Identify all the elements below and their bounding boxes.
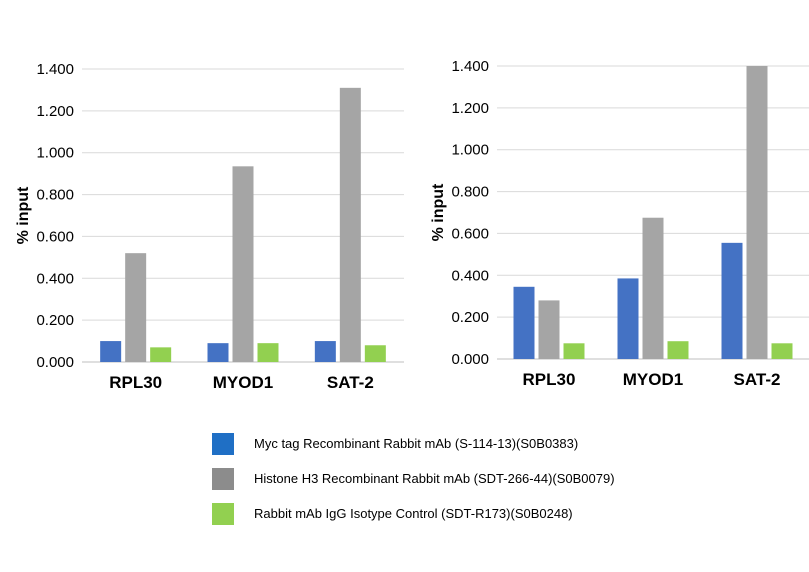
chart1-y-tick-label: 1.400	[36, 61, 74, 78]
legend-label-histone: Histone H3 Recombinant Rabbit mAb (SDT-2…	[254, 471, 615, 486]
chart1-bar	[314, 341, 336, 362]
chart1-bar	[150, 347, 172, 362]
chart2-category-label: SAT-2	[734, 370, 781, 389]
bar-charts: 0.000 0.200 0.400 0.600 0.800 1.000 1.200 1.400…	[15, 58, 809, 392]
chart2-bar	[746, 66, 768, 359]
chart2-bar	[771, 343, 793, 359]
chart2-category-label: RPL30	[523, 370, 576, 389]
chart1-bar	[257, 343, 279, 362]
chart2-y-tick-label: 0.800	[451, 184, 489, 201]
chart2-bar	[721, 242, 743, 359]
chart1-bar	[339, 87, 361, 362]
legend-label-igg: Rabbit mAb IgG Isotype Control (SDT-R173…	[254, 506, 573, 521]
chart2-y-tick-label: 0.600	[451, 225, 489, 242]
legend-item-myc: Myc tag Recombinant Rabbit mAb (S-114-13…	[212, 426, 615, 461]
chart1-y-tick-label: 0.800	[36, 187, 74, 204]
legend-item-histone: Histone H3 Recombinant Rabbit mAb (SDT-2…	[212, 461, 615, 496]
chart1-y-axis-title: % input	[15, 186, 32, 244]
chart2-bar	[538, 300, 560, 359]
chart1-y-tick-label: 0.200	[36, 312, 74, 329]
legend-swatch-igg	[212, 502, 234, 525]
chart2-y-tick-label: 1.400	[451, 58, 489, 75]
legend-label-myc: Myc tag Recombinant Rabbit mAb (S-114-13…	[254, 436, 579, 451]
legend-swatch-histone	[212, 467, 234, 490]
chart1-bar	[207, 343, 229, 362]
chart2-y-tick-label: 0.200	[451, 309, 489, 326]
chart2-bar	[513, 286, 535, 359]
legend-item-igg: Rabbit mAb IgG Isotype Control (SDT-R173…	[212, 496, 615, 531]
chart1-y-tick-label: 0.000	[36, 354, 74, 371]
chart2-y-tick-label: 0.000	[451, 351, 489, 368]
chart1-category-label: RPL30	[109, 373, 162, 392]
chart2-y-tick-label: 1.000	[451, 142, 489, 159]
chart2-y-axis-title: % input	[430, 183, 447, 241]
chart2-bar	[642, 217, 664, 359]
legend: Myc tag Recombinant Rabbit mAb (S-114-13…	[212, 426, 615, 531]
chart1-y-tick-label: 1.200	[36, 103, 74, 120]
chart2-bar	[563, 343, 585, 359]
chart2-y-tick-label: 0.400	[451, 267, 489, 284]
chart2-y-tick-label: 1.200	[451, 100, 489, 117]
legend-swatch-myc	[212, 432, 234, 455]
chart1-y-tick-label: 0.600	[36, 228, 74, 245]
chart1-bar	[125, 253, 147, 362]
chart1-y-tick-label: 0.400	[36, 270, 74, 287]
chart2-bar	[667, 341, 689, 359]
chart1-category-label: MYOD1	[213, 373, 273, 392]
chart2-bar	[617, 278, 639, 359]
chart1-category-label: SAT-2	[327, 373, 374, 392]
chart1-bar	[100, 341, 122, 362]
chart1-bar	[364, 345, 386, 362]
chart1-y-tick-label: 1.000	[36, 145, 74, 162]
chart2-category-label: MYOD1	[623, 370, 683, 389]
chart1-bar	[232, 166, 254, 362]
